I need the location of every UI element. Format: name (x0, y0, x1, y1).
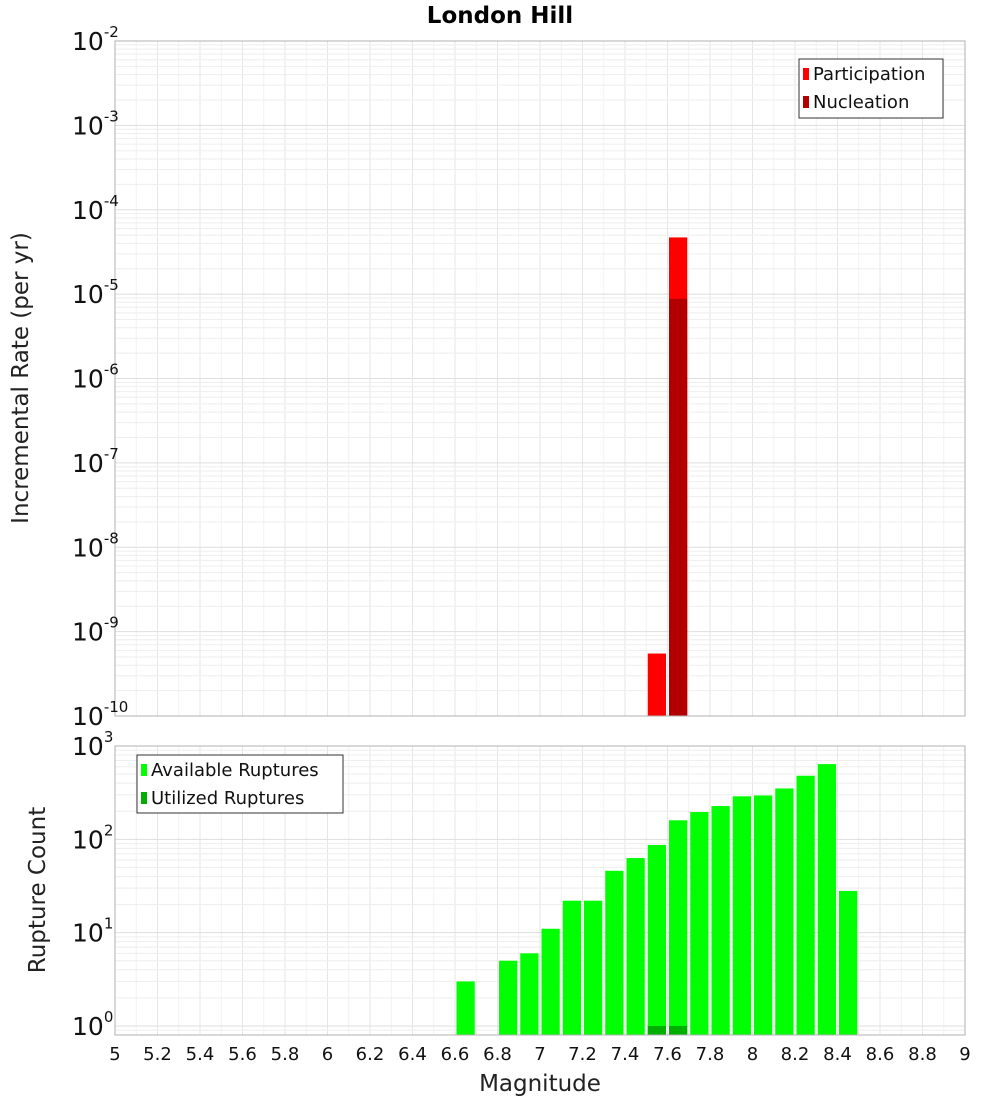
legend-swatch (803, 68, 809, 80)
bar-nucleation (669, 298, 688, 716)
x-tick-label: 5.4 (186, 1044, 215, 1065)
y-axis-label: Incremental Rate (per yr) (8, 232, 34, 524)
x-tick-label: 5 (109, 1044, 120, 1065)
x-tick-label: 6.6 (441, 1044, 470, 1065)
bar-available-ruptures (669, 820, 688, 1035)
bar-available-ruptures (605, 870, 624, 1035)
x-tick-label: 7.2 (568, 1044, 597, 1065)
y-tick-label: 10-8 (72, 529, 119, 562)
bar-available-ruptures (796, 775, 815, 1035)
bar-available-ruptures (711, 806, 730, 1035)
y-tick-label: 10-5 (72, 276, 119, 309)
bar-available-ruptures (690, 812, 709, 1035)
x-tick-label: 6 (322, 1044, 333, 1065)
x-tick-label: 8.2 (781, 1044, 810, 1065)
x-tick-label: 7 (534, 1044, 545, 1065)
x-tick-label: 7.8 (696, 1044, 725, 1065)
y-axis-label: Rupture Count (25, 807, 51, 973)
bar-available-ruptures (839, 890, 858, 1035)
x-tick-label: 9 (959, 1044, 970, 1065)
x-tick-label: 8.8 (908, 1044, 937, 1065)
bar-available-ruptures (626, 858, 645, 1035)
bar-available-ruptures (499, 960, 518, 1035)
legend-label: Utilized Ruptures (151, 788, 304, 809)
plot-border (114, 745, 966, 1036)
bar-utilized-ruptures (669, 1025, 688, 1035)
y-tick-label: 100 (72, 1008, 113, 1041)
x-tick-label: 6.2 (356, 1044, 385, 1065)
chart-panel-2: 100 101 102 103 Rupture Count Available Ruptu… (25, 728, 966, 1041)
x-tick-label: 5.8 (271, 1044, 300, 1065)
x-tick-label: 8.6 (866, 1044, 895, 1065)
y-tick-label: 103 (72, 728, 113, 761)
bar-available-ruptures (541, 928, 560, 1035)
x-tick-label: 8 (747, 1044, 758, 1065)
x-axis-label: Magnitude (479, 1071, 601, 1097)
chart-panel-1: 10-10 10-9 10-8 10-7 10-6 10-5 10-4 10-3 10-2 Inc… (8, 23, 966, 731)
x-tick-label: 8.4 (823, 1044, 852, 1065)
bar-available-ruptures (775, 788, 794, 1035)
legend-swatch (803, 96, 809, 108)
legend-box (798, 58, 944, 119)
legend: Available Ruptures Utilized Ruptures (136, 754, 344, 814)
y-tick-label: 10-10 (72, 698, 128, 731)
legend-swatch (141, 792, 147, 804)
x-tick-label: 7.4 (611, 1044, 640, 1065)
y-tick-label: 10-4 (72, 192, 119, 225)
x-tick-label: 5.2 (143, 1044, 172, 1065)
legend-label: Available Ruptures (151, 760, 319, 781)
y-tick-label: 10-9 (72, 614, 119, 647)
x-tick-label: 6.4 (398, 1044, 427, 1065)
legend-label: Nucleation (813, 92, 909, 113)
y-tick-label: 10-3 (72, 107, 119, 140)
bar-utilized-ruptures (647, 1025, 666, 1035)
y-tick-label: 102 (72, 821, 113, 854)
y-tick-label: 10-2 (72, 23, 119, 56)
x-tick-label: 6.8 (483, 1044, 512, 1065)
bar-available-ruptures (562, 900, 581, 1035)
x-tick-label: 5.6 (228, 1044, 257, 1065)
legend: Participation Nucleation (798, 58, 944, 119)
bar-available-ruptures (456, 981, 475, 1035)
y-tick-label: 10-7 (72, 445, 119, 478)
bar-available-ruptures (647, 844, 666, 1035)
bar-participation (647, 653, 666, 716)
bar-available-ruptures (584, 900, 603, 1035)
x-tick-label: 7.6 (653, 1044, 682, 1065)
bar-available-ruptures (732, 796, 751, 1035)
legend-swatch (141, 764, 147, 776)
chart-title: London Hill (427, 3, 573, 29)
y-tick-label: 10-6 (72, 361, 119, 394)
bar-available-ruptures (754, 795, 773, 1035)
plot-border (114, 40, 966, 717)
y-tick-label: 101 (72, 915, 113, 948)
legend-label: Participation (813, 64, 925, 85)
bar-available-ruptures (520, 953, 539, 1035)
bar-available-ruptures (817, 764, 836, 1035)
legend-box (136, 754, 344, 814)
